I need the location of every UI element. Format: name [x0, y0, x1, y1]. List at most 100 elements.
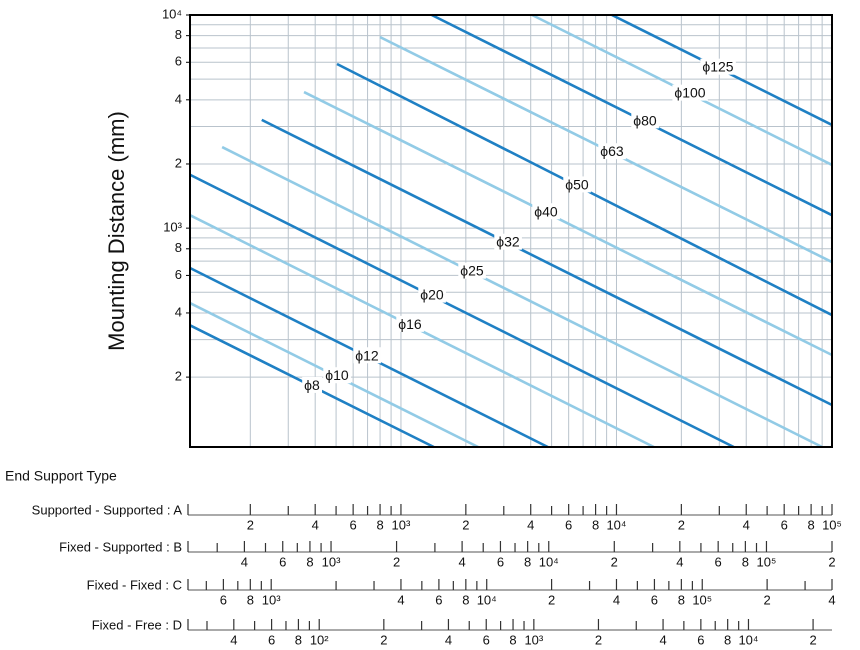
- scale-tick-label: 6: [279, 554, 286, 569]
- series-label-bg: [494, 233, 522, 250]
- series-label-bg: [418, 286, 446, 303]
- scale-tick-label: 4: [828, 592, 835, 607]
- series-label-bg: [563, 176, 591, 193]
- series-label-bg: [532, 203, 560, 220]
- scale-tick-label: 10⁵: [692, 592, 712, 607]
- series-label: ϕ40: [534, 203, 558, 219]
- y-tick-label: 6: [175, 267, 182, 282]
- series-label-bg: [700, 58, 736, 75]
- y-tick-label: 2: [175, 155, 182, 170]
- scale-tick-label: 2: [828, 554, 835, 569]
- y-tick-label: 4: [175, 91, 182, 106]
- series-label: ϕ25: [460, 263, 484, 279]
- scale-tick-label: 4: [458, 554, 465, 569]
- scale-tick-label: 10⁴: [606, 517, 626, 532]
- scale-tick-label: 10⁴: [738, 632, 758, 647]
- scale-tick-label: 8: [509, 632, 516, 647]
- scale-tick-label: 2: [462, 517, 469, 532]
- scale-tick-label: 6: [268, 632, 275, 647]
- scale-tick-label: 6: [651, 592, 658, 607]
- scale-tick-label: 8: [742, 554, 749, 569]
- scale-tick-label: 6: [220, 592, 227, 607]
- scale-tick-label: 4: [613, 592, 620, 607]
- y-tick-label: 10⁴: [162, 6, 182, 21]
- scale-tick-label: 10⁵: [822, 517, 842, 532]
- plot-frame: [189, 14, 833, 448]
- series-label: ϕ16: [398, 316, 422, 332]
- scale-tick-label: 4: [230, 632, 237, 647]
- scale-tick-label: 8: [295, 632, 302, 647]
- scale-tick-label: 2: [611, 554, 618, 569]
- series-label-bg: [672, 84, 708, 101]
- series-label-bg: [302, 376, 323, 393]
- scale-label: Supported - Supported : A: [32, 502, 183, 517]
- scale-tick-label: 6: [715, 554, 722, 569]
- scale-tick-label: 2: [247, 517, 254, 532]
- series-label: ϕ12: [355, 347, 379, 363]
- scale-tick-label: 10⁴: [477, 592, 497, 607]
- scale-tick-label: 8: [524, 554, 531, 569]
- support-title: End Support Type: [5, 468, 117, 484]
- scale-tick-label: 8: [592, 517, 599, 532]
- scale-tick-label: 6: [497, 554, 504, 569]
- series-label-bg: [458, 262, 486, 279]
- scale-tick-label: 2: [380, 632, 387, 647]
- scale-tick-label: 10³: [392, 517, 411, 532]
- y-tick-label: 8: [175, 27, 182, 42]
- scale-tick-label: 8: [376, 517, 383, 532]
- scale-tick-label: 8: [678, 592, 685, 607]
- scale-tick-label: 10⁴: [539, 554, 559, 569]
- scale-label: Fixed - Free : D: [92, 617, 182, 632]
- scale-tick-label: 10²: [310, 632, 329, 647]
- series-line: [261, 118, 833, 407]
- scale-tick-label: 2: [678, 517, 685, 532]
- series-label: ϕ20: [420, 287, 444, 303]
- y-tick-label: 8: [175, 240, 182, 255]
- scale-tick-label: 10³: [322, 554, 341, 569]
- y-axis-label: Mounting Distance (mm): [104, 111, 129, 351]
- scale-tick-label: 2: [548, 592, 555, 607]
- series-label-bg: [323, 367, 351, 384]
- series-label: ϕ32: [496, 234, 520, 250]
- scale-label: Fixed - Fixed : C: [87, 577, 182, 592]
- scale-tick-label: 10³: [524, 632, 543, 647]
- scale-tick-label: 4: [445, 632, 452, 647]
- scale-tick-label: 2: [595, 632, 602, 647]
- scale-tick-label: 4: [241, 554, 248, 569]
- scale-tick-label: 10⁵: [757, 554, 777, 569]
- y-tick-label: 2: [175, 369, 182, 384]
- scale-label: Fixed - Supported : B: [59, 539, 182, 554]
- series-label-bg: [396, 315, 424, 332]
- series-label: ϕ63: [600, 143, 624, 159]
- scale-tick-label: 2: [764, 592, 771, 607]
- series-label: ϕ125: [702, 59, 733, 75]
- y-tick-label: 10³: [163, 220, 182, 235]
- series-line: [189, 173, 735, 449]
- y-tick-label: 6: [175, 54, 182, 69]
- y-tick-label: 4: [175, 304, 182, 319]
- series-line: [221, 145, 823, 449]
- scale-tick-label: 6: [435, 592, 442, 607]
- scale-tick-label: 8: [306, 554, 313, 569]
- series-label-bg: [353, 347, 381, 364]
- scale-tick-label: 4: [659, 632, 666, 647]
- series-label: ϕ10: [325, 367, 349, 383]
- scale-tick-label: 6: [483, 632, 490, 647]
- scale-tick-label: 8: [807, 517, 814, 532]
- series-label: ϕ100: [674, 85, 705, 101]
- scale-tick-label: 4: [312, 517, 319, 532]
- scale-tick-label: 8: [462, 592, 469, 607]
- scale-tick-label: 8: [724, 632, 731, 647]
- series-line: [303, 90, 833, 357]
- scale-tick-label: 4: [397, 592, 404, 607]
- series-label: ϕ50: [565, 176, 589, 192]
- scale-tick-label: 6: [565, 517, 572, 532]
- scale-tick-label: 6: [350, 517, 357, 532]
- series-label-bg: [598, 143, 626, 160]
- scale-tick-label: 2: [809, 632, 816, 647]
- series-label-bg: [631, 112, 659, 129]
- series-label: ϕ8: [304, 377, 320, 393]
- scale-tick-label: 4: [527, 517, 534, 532]
- scale-tick-label: 4: [676, 554, 683, 569]
